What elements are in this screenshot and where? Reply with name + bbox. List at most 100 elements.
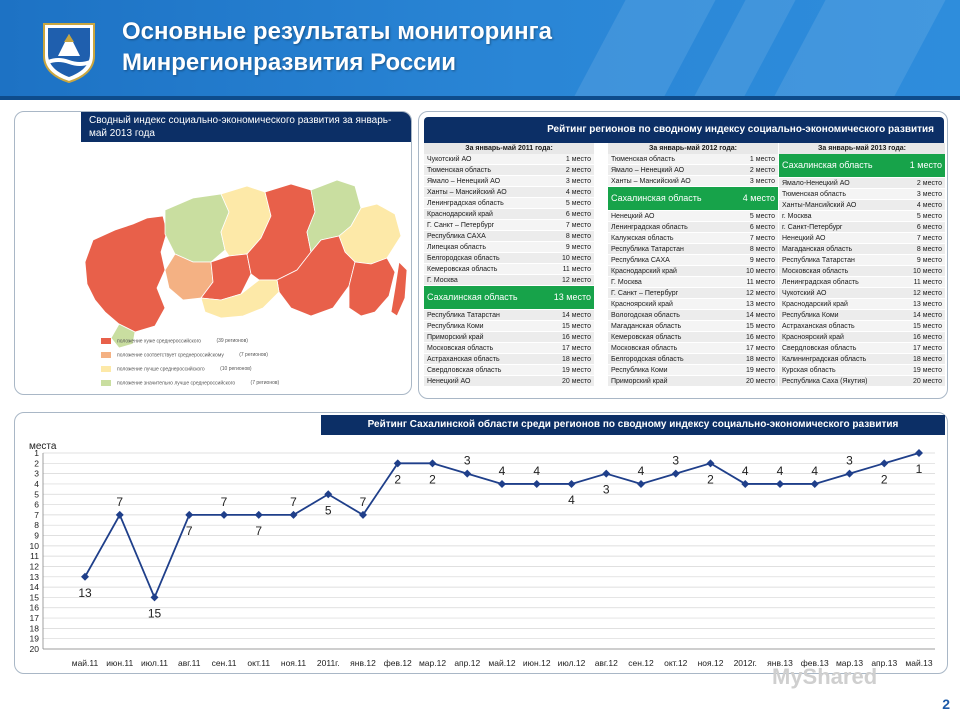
data-point — [463, 469, 472, 478]
region-place: 4 место — [742, 193, 775, 203]
region-name: Свердловская область — [782, 345, 857, 352]
region-place: 13 место — [913, 301, 942, 308]
region-name: Приморский край — [611, 378, 668, 385]
header-bar: Основные результаты мониторинга Минрегио… — [0, 0, 960, 96]
region-place: 11 место — [562, 266, 591, 273]
data-point — [776, 479, 784, 488]
x-tick-label: май.12 — [488, 658, 515, 668]
region-name: Чукотский АО — [427, 156, 472, 163]
rating-column-2013: За январь-май 2013 года: Сахалинская обла… — [779, 143, 945, 399]
region-place: 4 место — [565, 189, 591, 196]
region-place: 15 место — [913, 323, 942, 330]
data-label: 4 — [777, 464, 784, 478]
region-name: Свердловская область — [427, 367, 502, 374]
x-tick-label: ноя.11 — [281, 658, 306, 668]
region-name: Астраханская область — [427, 356, 500, 363]
region-name: Приморский край — [427, 334, 484, 341]
x-tick-label: апр.12 — [454, 658, 480, 668]
region-place: 14 место — [913, 312, 942, 319]
region-name: Республика Коми — [427, 323, 484, 330]
region-name: Ямало-Ненецкий АО — [782, 180, 850, 187]
rating-row: Г. Санкт – Петербург 7 место — [424, 220, 594, 231]
region-name: Г. Москва — [427, 277, 458, 284]
data-point — [532, 479, 541, 488]
data-point — [428, 459, 437, 468]
rating-row: Республика Коми 15 место — [424, 321, 594, 332]
rating-row: Красноярский край 13 место — [608, 299, 778, 310]
page-title: Основные результаты мониторинга Минрегио… — [122, 16, 552, 78]
data-label: 4 — [638, 464, 645, 478]
rating-row: Приморский край 16 место — [424, 332, 594, 343]
region-place: 18 место — [562, 356, 591, 363]
x-tick-label: май.13 — [905, 658, 932, 668]
x-tick-label: окт.12 — [664, 658, 688, 668]
region-name: Ханты-Мансийский АО — [782, 202, 857, 209]
data-label: 15 — [148, 606, 162, 620]
region-place: 16 место — [562, 334, 591, 341]
region-place: 17 место — [746, 345, 775, 352]
rating-row: Астраханская область 18 место — [424, 354, 594, 365]
data-point — [706, 459, 715, 468]
rating-row: Вологодская область 14 место — [608, 310, 778, 321]
rating-row: Республика САХА 9 место — [608, 255, 778, 266]
x-tick-label: 2011г. — [317, 658, 340, 668]
region-place: 18 место — [746, 356, 775, 363]
y-tick-label: 4 — [34, 479, 39, 489]
x-tick-label: мар.13 — [836, 658, 863, 668]
y-tick-label: 8 — [34, 520, 39, 530]
region-name: Ленинградская область — [611, 224, 688, 231]
region-place: 3 место — [916, 191, 942, 198]
region-place: 12 место — [913, 290, 942, 297]
region-name: Краснодарский край — [782, 301, 848, 308]
x-tick-label: сен.12 — [628, 658, 654, 668]
data-label: 5 — [325, 503, 332, 517]
region-name: Ханты – Мансийский АО — [611, 178, 691, 185]
rating-row: Ленинградская область 11 место — [779, 277, 945, 288]
region-name: Красноярский край — [611, 301, 673, 308]
region-name: Кемеровская область — [427, 266, 498, 273]
region-place: 19 место — [746, 367, 775, 374]
region-place: 16 место — [913, 334, 942, 341]
region-name: Краснодарский край — [611, 268, 677, 275]
region-place: 14 место — [562, 312, 591, 319]
x-tick-label: фев.13 — [801, 658, 829, 668]
y-tick-label: 11 — [30, 551, 39, 561]
region-place: 5 место — [749, 213, 775, 220]
rating-row: Чукотский АО 12 место — [779, 288, 945, 299]
region-name: г. Москва — [782, 213, 812, 220]
x-tick-label: 2012г. — [734, 658, 757, 668]
data-label: 2 — [429, 472, 436, 486]
region-name: Московская область — [611, 345, 678, 352]
title-line-2: Минрегионразвития России — [122, 49, 457, 76]
y-tick-label: 9 — [34, 531, 39, 541]
region-name: Республика Татарстан — [782, 257, 855, 264]
russia-map — [84, 179, 408, 349]
region-place: 9 место — [749, 257, 775, 264]
x-tick-label: сен.11 — [212, 658, 237, 668]
rating-row: Республика Саха (Якутия) 20 место — [779, 376, 945, 387]
region-name: Ненецкий АО — [427, 378, 471, 385]
y-tick-label: 16 — [30, 603, 40, 613]
region-name: Красноярский край — [782, 334, 844, 341]
rating-row: Белгородская область 10 место — [424, 253, 594, 264]
region-name: Г. Москва — [611, 279, 642, 286]
rating-row: Курская область 19 место — [779, 365, 945, 376]
region-name: г. Санкт-Петербург — [782, 224, 843, 231]
rating-column-2012: За январь-май 2012 года: Тюменская област… — [608, 143, 778, 399]
rating-row: Красноярский край 16 место — [779, 332, 945, 343]
rating-row: Краснодарский край 13 место — [779, 299, 945, 310]
rating-row-highlight: Сахалинская область 4 место — [608, 187, 778, 211]
region-place: 14 место — [746, 312, 775, 319]
data-label: 7 — [221, 495, 228, 509]
rating-caption: Рейтинг регионов по сводному индексу соц… — [424, 117, 944, 143]
region-name: Сахалинская область — [611, 193, 702, 203]
region-name: Тюменская область — [427, 167, 491, 174]
y-tick-label: 18 — [30, 623, 40, 633]
rating-row: Ямало – Ненецкий АО 3 место — [424, 176, 594, 187]
legend-swatch — [101, 352, 111, 358]
region-name: Липецкая область — [427, 244, 486, 251]
rating-row: Ямало-Ненецкий АО 2 место — [779, 178, 945, 189]
data-label: 2 — [707, 472, 714, 486]
x-tick-label: авг.11 — [178, 658, 201, 668]
region-place: 10 место — [562, 255, 591, 262]
